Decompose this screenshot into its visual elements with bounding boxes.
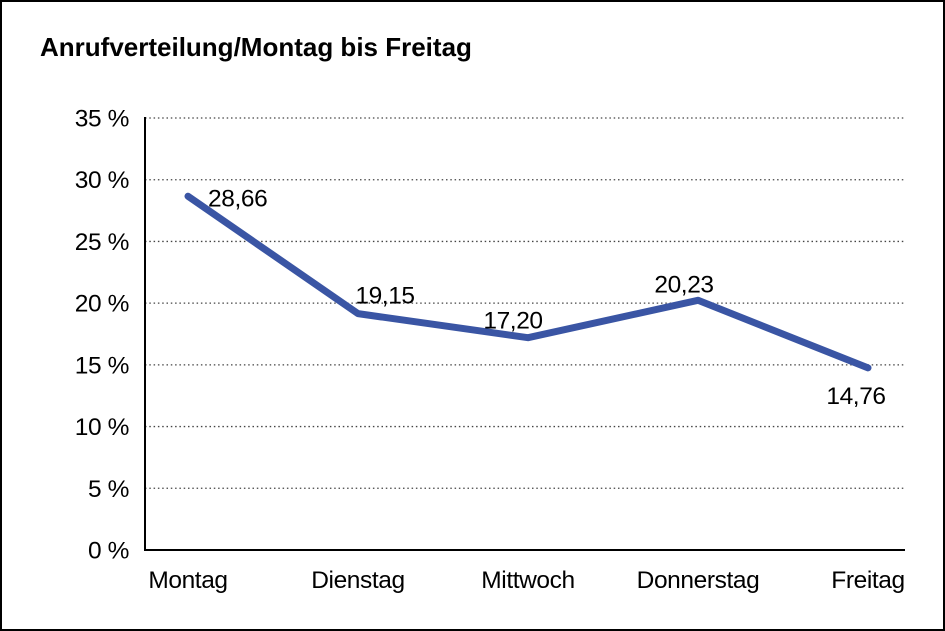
y-tick-label: 30 % <box>75 167 129 194</box>
data-label: 19,15 <box>355 283 414 310</box>
y-tick-label: 0 % <box>88 538 129 565</box>
y-tick-label: 25 % <box>75 229 129 256</box>
x-category-label: Montag <box>148 567 227 594</box>
data-label: 20,23 <box>654 271 713 298</box>
data-label: 17,20 <box>483 308 542 335</box>
series-line <box>184 192 872 372</box>
chart-title: Anrufverteilung/Montag bis Freitag <box>40 32 472 62</box>
y-tick-label: 10 % <box>75 414 129 441</box>
data-label: 28,66 <box>208 185 267 212</box>
data-label: 14,76 <box>826 383 885 410</box>
x-category-label: Dienstag <box>311 567 405 594</box>
y-tick-label: 5 % <box>88 476 129 503</box>
x-category-label: Mittwoch <box>481 567 574 594</box>
x-category-label: Donnerstag <box>637 567 760 594</box>
y-tick-label: 35 % <box>75 106 129 133</box>
y-tick-label: 15 % <box>75 352 129 379</box>
y-tick-label: 20 % <box>75 291 129 318</box>
x-category-label: Freitag <box>831 567 904 594</box>
